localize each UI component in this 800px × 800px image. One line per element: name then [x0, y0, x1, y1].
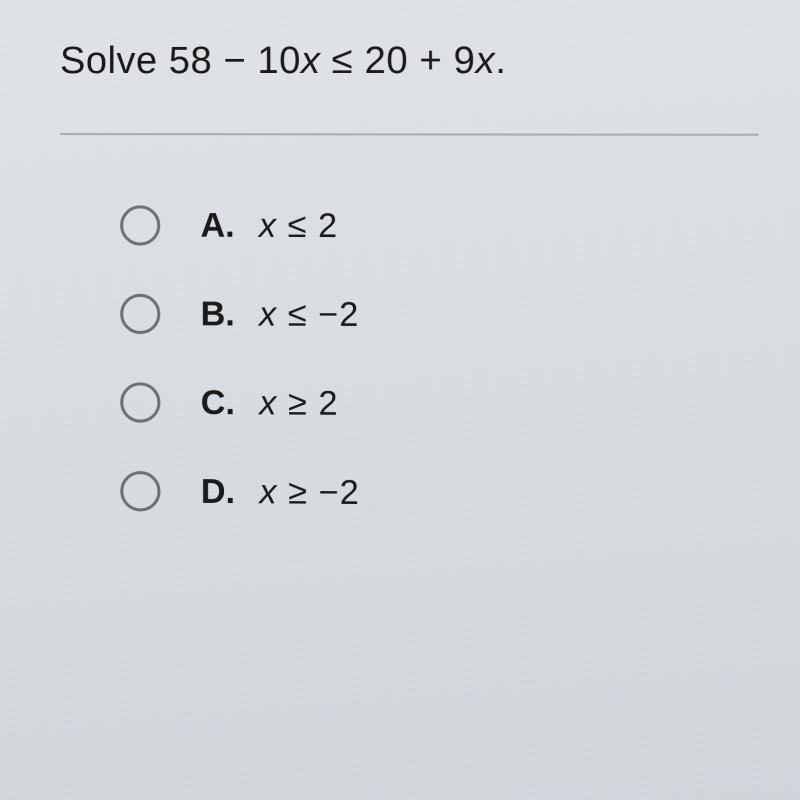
option-label-b: B.: [201, 295, 243, 334]
option-text-c: x ≥ 2: [259, 384, 338, 424]
radio-button-d[interactable]: [120, 471, 160, 512]
question-prompt: Solve 58 − 10x ≤ 20 + 9x.: [60, 40, 758, 84]
option-d[interactable]: D. x ≥ −2: [120, 471, 761, 516]
question-container: Solve 58 − 10x ≤ 20 + 9x. A. x ≤ 2 B. x …: [60, 40, 761, 517]
option-label-a: A.: [200, 206, 242, 245]
question-suffix: .: [495, 40, 506, 82]
option-c[interactable]: C. x ≥ 2: [120, 382, 760, 426]
radio-button-c[interactable]: [120, 382, 160, 423]
question-expression: 58 − 10x ≤ 20 + 9x: [169, 40, 496, 82]
option-a[interactable]: A. x ≤ 2: [120, 205, 759, 247]
divider: [60, 133, 759, 136]
option-b[interactable]: B. x ≤ −2: [120, 294, 760, 337]
radio-button-a[interactable]: [120, 205, 160, 245]
question-prefix: Solve: [60, 40, 169, 82]
option-label-c: C.: [201, 383, 243, 423]
option-label-d: D.: [201, 472, 243, 512]
option-text-b: x ≤ −2: [259, 295, 359, 335]
options-list: A. x ≤ 2 B. x ≤ −2 C. x ≥ 2 D. x ≥ −2: [60, 205, 761, 516]
option-text-d: x ≥ −2: [259, 472, 360, 512]
radio-button-b[interactable]: [120, 294, 160, 334]
option-text-a: x ≤ 2: [259, 206, 338, 245]
